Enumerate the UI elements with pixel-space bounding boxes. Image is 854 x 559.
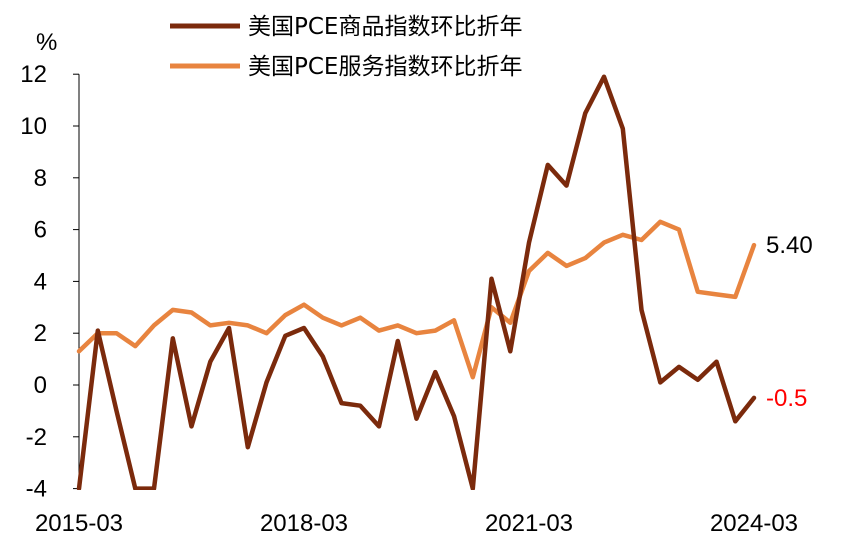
y-tick-label: 10 bbox=[20, 113, 47, 140]
y-axis: -4 -2 0 2 4 6 8 10 12 bbox=[20, 61, 80, 503]
end-label-services: 5.40 bbox=[766, 232, 813, 259]
y-axis-unit: % bbox=[36, 29, 57, 56]
y-tick-label: -4 bbox=[26, 476, 47, 503]
x-tick-label: 2018-03 bbox=[260, 510, 348, 537]
series-line-goods bbox=[76, 74, 757, 490]
y-tick-label: 4 bbox=[34, 268, 47, 295]
legend: 美国PCE商品指数环比折年 美国PCE服务指数环比折年 bbox=[170, 14, 522, 80]
y-tick-label: 6 bbox=[34, 217, 47, 244]
y-tick-label: -2 bbox=[26, 424, 47, 451]
y-tick-label: 8 bbox=[34, 165, 47, 192]
y-tick-label: 0 bbox=[34, 372, 47, 399]
legend-label-services: 美国PCE服务指数环比折年 bbox=[248, 54, 522, 80]
end-label-goods: -0.5 bbox=[766, 385, 807, 412]
series-layer bbox=[76, 74, 757, 490]
series-line-services bbox=[76, 219, 757, 380]
x-tick-label: 2021-03 bbox=[485, 510, 573, 537]
legend-label-goods: 美国PCE商品指数环比折年 bbox=[248, 14, 522, 40]
y-tick-label: 2 bbox=[34, 320, 47, 347]
y-tick-label: 12 bbox=[20, 61, 47, 88]
x-axis: 2015-03 2018-03 2021-03 2024-03 bbox=[35, 510, 798, 537]
x-tick-label: 2024-03 bbox=[710, 510, 798, 537]
x-tick-label: 2015-03 bbox=[35, 510, 123, 537]
